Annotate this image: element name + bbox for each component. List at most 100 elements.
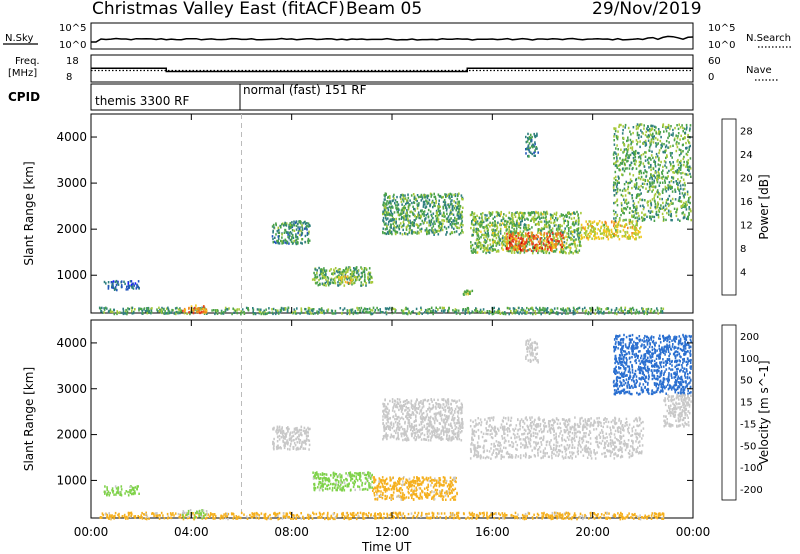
scatter-cell bbox=[126, 285, 128, 288]
scatter-cell bbox=[417, 211, 420, 214]
scatter-cell bbox=[329, 282, 331, 285]
scatter-cell bbox=[576, 233, 579, 236]
scatter-cell bbox=[586, 236, 588, 240]
scatter-cell bbox=[430, 195, 432, 198]
scatter-cell bbox=[282, 239, 285, 243]
scatter-cell bbox=[545, 515, 547, 518]
scatter-cell bbox=[301, 224, 303, 227]
scatter-cell bbox=[517, 236, 520, 240]
scatter-cell bbox=[355, 266, 358, 269]
scatter-cell bbox=[679, 168, 682, 171]
scatter-cell bbox=[428, 224, 430, 227]
scatter-cell bbox=[441, 225, 443, 228]
scatter-cell bbox=[343, 517, 346, 520]
scatter-cell bbox=[661, 517, 663, 520]
scatter-cell bbox=[402, 216, 405, 220]
scatter-cell bbox=[640, 175, 643, 179]
scatter-cell bbox=[189, 312, 191, 316]
scatter-cell bbox=[544, 223, 546, 227]
scatter-cell bbox=[307, 241, 310, 244]
scatter-cell bbox=[550, 514, 553, 518]
scatter-cell bbox=[374, 308, 377, 312]
scatter-cell bbox=[619, 513, 621, 517]
scatter-cell bbox=[483, 236, 485, 240]
scatter-cell bbox=[557, 311, 559, 314]
scatter-cell bbox=[473, 212, 475, 216]
scatter-cell bbox=[350, 310, 353, 313]
scatter-cell bbox=[451, 199, 453, 202]
scatter-cell bbox=[297, 515, 300, 518]
scatter-cell bbox=[531, 231, 534, 235]
scatter-cell bbox=[179, 311, 181, 315]
scatter-cell bbox=[454, 309, 457, 313]
scatter-cell bbox=[353, 514, 355, 518]
scatter-cell bbox=[401, 224, 404, 228]
scatter-cell bbox=[630, 516, 633, 519]
scatter-cell bbox=[665, 201, 668, 204]
scatter-cell bbox=[677, 183, 679, 186]
scatter-cell bbox=[627, 201, 630, 204]
scatter-cell bbox=[481, 216, 483, 219]
scatter-cell bbox=[158, 310, 161, 313]
scatter-cell bbox=[631, 197, 634, 200]
scatter-cell bbox=[295, 517, 298, 520]
scatter-cell bbox=[589, 220, 592, 223]
scatter-cell bbox=[615, 225, 617, 228]
scatter-cell bbox=[356, 271, 358, 274]
scatter-cell bbox=[293, 308, 296, 311]
scatter-cell bbox=[404, 194, 406, 197]
scatter-cell bbox=[420, 227, 423, 231]
scatter-cell bbox=[610, 221, 613, 224]
scatter-cell bbox=[555, 211, 558, 214]
scatter-cell bbox=[519, 251, 521, 255]
scatter-cell bbox=[572, 306, 575, 310]
scatter-cell bbox=[179, 513, 182, 517]
scatter-cell bbox=[481, 310, 484, 313]
scatter-cell bbox=[570, 226, 572, 229]
scatter-cell bbox=[349, 512, 352, 515]
scatter-cell bbox=[678, 166, 680, 170]
scatter-cell bbox=[252, 310, 254, 313]
scatter-cell bbox=[682, 211, 684, 214]
scatter-cell bbox=[226, 515, 229, 518]
scatter-cell bbox=[491, 238, 494, 242]
scatter-cell bbox=[661, 197, 663, 201]
scatter-cell bbox=[307, 306, 310, 310]
scatter-cell bbox=[450, 221, 453, 224]
scatter-cell bbox=[689, 208, 692, 211]
scatter-cell bbox=[547, 243, 549, 247]
scatter-cell bbox=[662, 206, 665, 209]
scatter-cell bbox=[372, 306, 375, 309]
scatter-cell bbox=[370, 275, 373, 279]
scatter-cell bbox=[449, 232, 452, 236]
scatter-cell bbox=[308, 307, 311, 310]
scatter-cell bbox=[649, 211, 652, 214]
scatter-cell bbox=[672, 144, 674, 147]
scatter-cell bbox=[102, 311, 104, 314]
scatter-cell bbox=[604, 229, 606, 232]
scatter-cell bbox=[370, 281, 372, 284]
scatter-cell bbox=[247, 309, 250, 312]
scatter-cell bbox=[125, 490, 128, 493]
scatter-cell bbox=[653, 128, 656, 132]
scatter-cell bbox=[331, 312, 334, 315]
scatter-cell bbox=[602, 224, 604, 227]
scatter-cell bbox=[599, 516, 602, 519]
scatter-cell bbox=[679, 167, 681, 170]
scatter-cell bbox=[439, 516, 442, 519]
scatter-cell bbox=[498, 512, 500, 515]
scatter-cell bbox=[549, 311, 552, 315]
scatter-cell bbox=[465, 517, 467, 520]
scatter-cell bbox=[401, 211, 404, 214]
scatter-cell bbox=[533, 513, 535, 516]
scatter-cell bbox=[577, 223, 580, 226]
scatter-cell bbox=[619, 163, 621, 167]
scatter-cell bbox=[562, 307, 564, 310]
scatter-cell bbox=[214, 312, 216, 316]
scatter-cell bbox=[604, 230, 606, 233]
scatter-cell bbox=[404, 307, 407, 311]
scatter-cell bbox=[291, 517, 293, 520]
scatter-cell bbox=[688, 129, 691, 132]
scatter-cell bbox=[653, 219, 656, 222]
scatter-cell bbox=[432, 222, 434, 225]
